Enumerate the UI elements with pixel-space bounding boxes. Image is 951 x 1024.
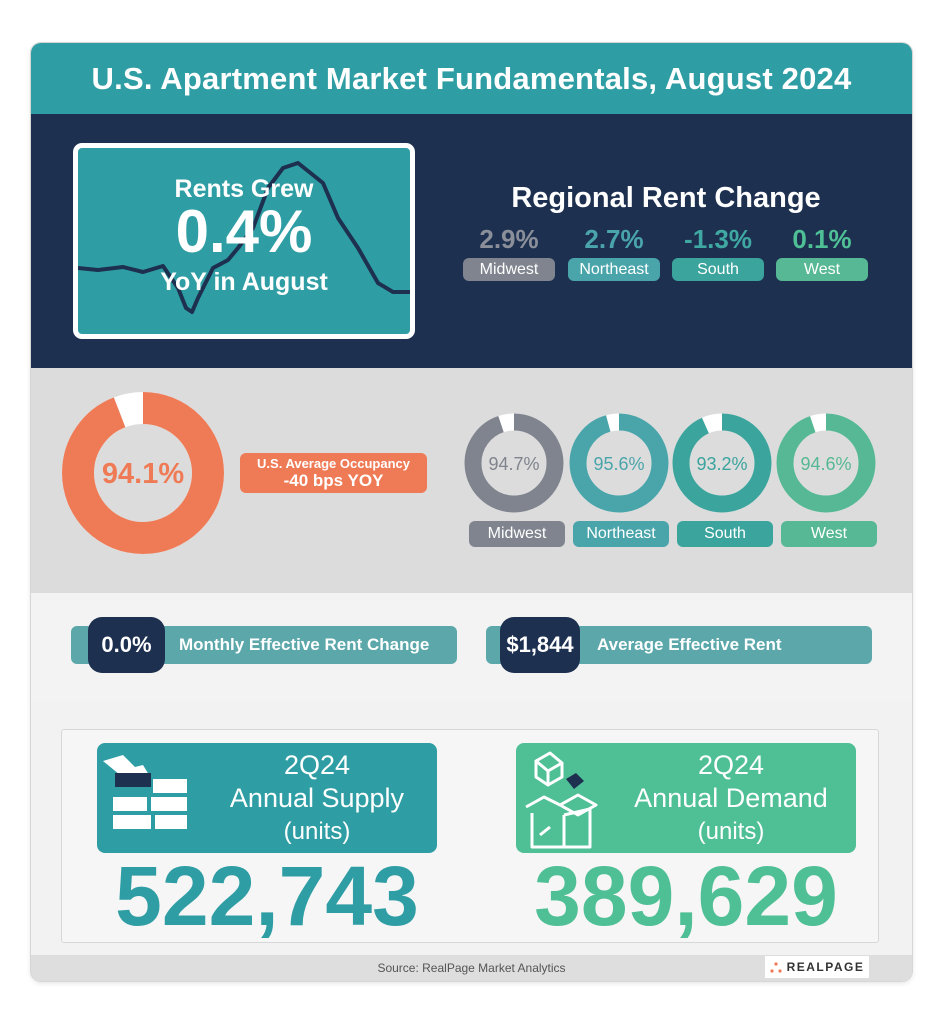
- occupancy-donut: 95.6%: [569, 413, 669, 513]
- average-rent-value: $1,844: [500, 617, 580, 673]
- occupancy-donut: 94.6%: [776, 413, 876, 513]
- region-label: West: [776, 258, 868, 281]
- donut-arc: [776, 413, 876, 513]
- infographic-card: U.S. Apartment Market Fundamentals, Augu…: [31, 43, 912, 981]
- occupancy-label: U.S. Average Occupancy -40 bps YOY: [240, 453, 427, 493]
- region-label: West: [781, 521, 877, 547]
- region-value: 0.1%: [792, 224, 852, 254]
- occupancy-northeast: 95.6% Northeast: [569, 413, 669, 547]
- footer: Source: RealPage Market Analytics REALPA…: [31, 955, 912, 981]
- rent-metrics-section: 0.0% Monthly Effective Rent Change $1,84…: [31, 593, 912, 702]
- monthly-rent-change-value: 0.0%: [88, 617, 165, 673]
- region-value: 2.7%: [584, 224, 644, 254]
- donut-arc: [62, 392, 224, 554]
- rent-growth-card: Rents Grew 0.4% YoY in August: [73, 143, 415, 339]
- donut-value: 95.6%: [593, 454, 644, 474]
- demand-value: 389,629: [534, 849, 838, 943]
- occupancy-west: 94.6% West: [776, 413, 877, 547]
- region-midwest: 2.9% Midwest: [463, 224, 555, 281]
- us-occupancy-donut: 94.1%: [62, 392, 224, 554]
- logo-text: REALPAGE: [786, 960, 865, 974]
- supply-units: (units): [283, 818, 351, 845]
- regional-rent-title: Regional Rent Change: [511, 182, 821, 214]
- page-title-text: U.S. Apartment Market Fundamentals, Augu…: [91, 60, 852, 96]
- hero-line1: Rents Grew: [174, 175, 314, 203]
- occupancy-south: 93.2% South: [672, 413, 773, 547]
- region-west: 0.1% West: [776, 224, 868, 281]
- donut-value: 94.6%: [800, 454, 851, 474]
- region-value: -1.3%: [684, 224, 752, 254]
- donut-value: 93.2%: [696, 454, 747, 474]
- realpage-logo: REALPAGE: [765, 956, 869, 978]
- average-rent-label: Average Effective Rent: [597, 635, 782, 654]
- region-label: South: [672, 258, 764, 281]
- supply-demand-panel: 2Q24 Annual Supply (units) 522,743: [61, 729, 879, 943]
- monthly-rent-change-label: Monthly Effective Rent Change: [179, 635, 430, 654]
- region-northeast: 2.7% Northeast: [568, 224, 660, 281]
- demand-units: (units): [697, 818, 765, 845]
- occupancy-label-line2: -40 bps YOY: [283, 471, 384, 490]
- donut-arc: [569, 413, 669, 513]
- occupancy-midwest: 94.7% Midwest: [464, 413, 565, 547]
- region-value: 2.9%: [479, 224, 539, 254]
- demand-period: 2Q24: [697, 750, 765, 780]
- donut-arc: [464, 413, 564, 513]
- demand-label: Annual Demand: [634, 783, 828, 813]
- region-label: Midwest: [469, 521, 565, 547]
- demand-box: 2Q24 Annual Demand (units): [516, 743, 856, 853]
- moving-box-icon: [525, 751, 598, 849]
- region-label: South: [677, 521, 773, 547]
- occupancy-section: 94.1% U.S. Average Occupancy -40 bps YOY…: [31, 368, 912, 593]
- hero-value: 0.4%: [175, 198, 313, 265]
- occupancy-donut: 93.2%: [672, 413, 772, 513]
- supply-box: 2Q24 Annual Supply (units): [97, 743, 437, 853]
- donut-arc: [672, 413, 772, 513]
- occupancy-label-line1: U.S. Average Occupancy: [257, 456, 410, 471]
- region-label: Northeast: [568, 258, 660, 281]
- supply-label: Annual Supply: [229, 783, 405, 813]
- region-label: Northeast: [573, 521, 669, 547]
- logo-dots-icon: [769, 961, 782, 973]
- donut-value: 94.7%: [488, 454, 539, 474]
- rent-growth-section: Rents Grew 0.4% YoY in August Regional R…: [31, 114, 912, 368]
- donut-value: 94.1%: [102, 458, 184, 490]
- occupancy-donut: 94.7%: [464, 413, 564, 513]
- supply-demand-section: 2Q24 Annual Supply (units) 522,743: [31, 702, 912, 955]
- bricks-icon: [103, 755, 187, 829]
- trend-line-graphic: [78, 161, 410, 314]
- source-note: Source: RealPage Market Analytics: [377, 961, 566, 975]
- hero-line2: YoY in August: [160, 268, 328, 296]
- page-title: U.S. Apartment Market Fundamentals, Augu…: [31, 43, 912, 114]
- region-label: Midwest: [463, 258, 555, 281]
- region-south: -1.3% South: [672, 224, 764, 281]
- supply-period: 2Q24: [283, 750, 351, 780]
- supply-value: 522,743: [115, 849, 419, 943]
